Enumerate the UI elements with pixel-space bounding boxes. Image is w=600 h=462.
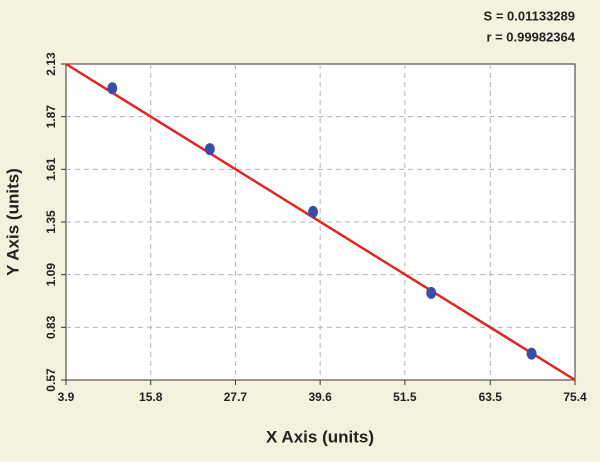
y-axis-label: Y Axis (units) — [3, 168, 22, 276]
data-point — [308, 205, 319, 218]
annotation: S = 0.01133289 — [484, 8, 575, 23]
y-tick-label: 2.13 — [44, 52, 58, 76]
y-tick-label: 1.61 — [44, 157, 58, 181]
y-tick-label: 1.87 — [44, 105, 58, 129]
data-point — [426, 286, 437, 299]
data-point — [107, 82, 118, 95]
x-tick-label: 39.6 — [308, 390, 332, 404]
x-axis-label: X Axis (units) — [266, 427, 374, 446]
y-tick-label: 1.09 — [44, 263, 58, 287]
x-tick-label: 75.4 — [563, 390, 587, 404]
data-point — [204, 143, 215, 156]
x-tick-label: 3.9 — [58, 390, 75, 404]
x-tick-label: 51.5 — [393, 390, 417, 404]
x-tick-label: 15.8 — [139, 390, 163, 404]
y-tick-label: 0.57 — [44, 368, 58, 392]
y-tick-label: 1.35 — [44, 210, 58, 234]
x-tick-label: 27.7 — [224, 390, 248, 404]
annotation: r = 0.99982364 — [486, 29, 575, 44]
y-tick-label: 0.83 — [44, 315, 58, 339]
data-point — [526, 347, 537, 360]
fit-line — [65, 62, 576, 382]
x-tick-label: 63.5 — [479, 390, 503, 404]
